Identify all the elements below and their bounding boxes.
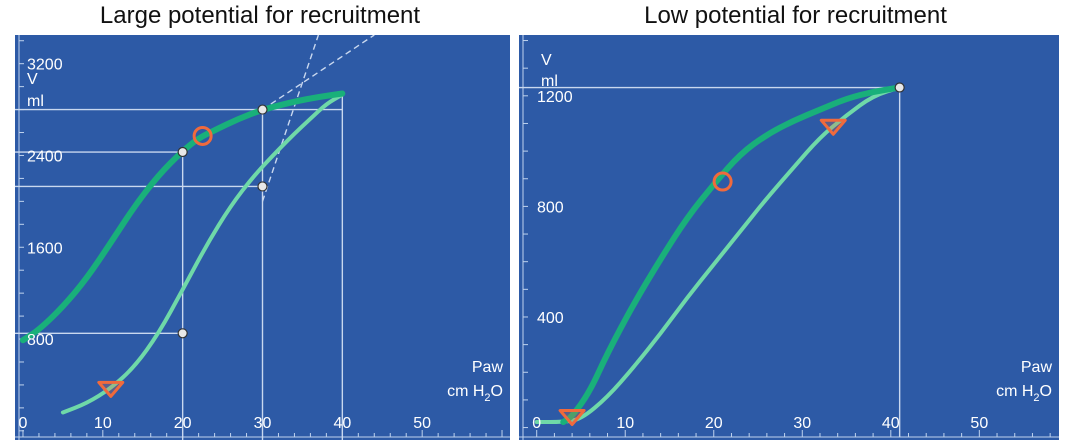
x-tick-label: 20 [705, 415, 723, 432]
y-tick-label: 800 [27, 332, 54, 349]
triangle-marker [558, 409, 586, 427]
deflation-curve [19, 90, 346, 344]
plot-background [519, 35, 1059, 440]
x-axis-label-line2: cm H2O [447, 383, 503, 404]
tangent-line [262, 35, 375, 111]
y-tick-label: 1200 [537, 89, 573, 106]
panel-title-left: Large potential for recruitment [99, 2, 421, 29]
x-tick-label: 30 [254, 415, 272, 432]
inflation-curve [60, 92, 345, 415]
circle-marker [192, 125, 213, 146]
x-tick-label: 50 [413, 415, 431, 432]
x-tick-label: 50 [970, 415, 988, 432]
panel-title-right: Low potential for recruitment [644, 2, 947, 29]
x-tick-label: 0 [19, 415, 28, 432]
x-tick-label: 40 [882, 415, 900, 432]
pv-loop-chart-right: 400 800 1200 0 10 20 30 40 50 Vml Paw cm H2O [519, 35, 1059, 440]
x-axis-label-line1: Paw [472, 359, 504, 376]
triangle-marker [819, 118, 847, 136]
x-tick-label: 30 [793, 415, 811, 432]
y-tick-label: 1600 [27, 240, 63, 257]
y-tick-label: 3200 [27, 57, 63, 74]
y-axis-label-line1: V [541, 52, 552, 69]
y-axis-label-line2: ml [541, 73, 558, 90]
deflation-curve [560, 84, 903, 426]
intersection-point [257, 104, 268, 115]
x-axis-label-line2: cm H2O [996, 383, 1052, 404]
x-axis-label-line1: Paw [1021, 359, 1053, 376]
x-tick-label: 10 [616, 415, 634, 432]
intersection-point [177, 328, 188, 339]
pv-loop-chart-left: 800 1600 2400 3200 0 10 20 30 40 50 Vml Paw cm H2O [15, 35, 510, 440]
intersection-point [177, 146, 188, 158]
y-axis-label-line2: ml [27, 93, 44, 110]
x-tick-label: 40 [333, 415, 351, 432]
triangle-marker [97, 380, 125, 398]
y-axis-label-line1: V [27, 71, 38, 88]
y-tick-label: 2400 [27, 148, 63, 165]
circle-marker [712, 171, 733, 192]
intersection-point [257, 181, 268, 192]
x-tick-label: 20 [174, 415, 192, 432]
x-tick-label: 0 [532, 415, 541, 432]
x-tick-label: 10 [94, 415, 112, 432]
y-tick-label: 800 [537, 199, 564, 216]
y-tick-label: 400 [537, 310, 564, 327]
intersection-point [894, 82, 905, 93]
